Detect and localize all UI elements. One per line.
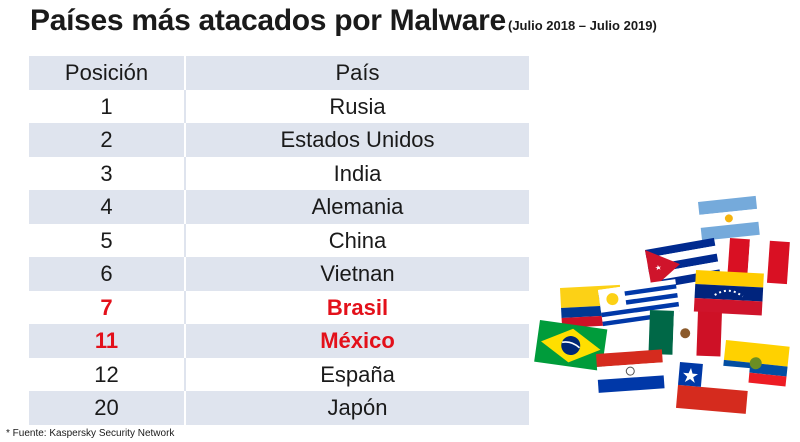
brazil-flag [534,320,608,372]
table-row: 6 Vietnan [29,257,529,291]
ranking-table: Posición País 1 Rusia 2 Estados Unidos 3… [29,56,529,425]
argentina-flag [698,195,760,241]
position-cell: 3 [29,156,186,190]
date-range-subtitle: (Julio 2018 – Julio 2019) [508,18,657,33]
table-row: 2 Estados Unidos [29,123,529,157]
table-row-highlighted: 7 Brasil [29,290,529,324]
paraguay-flag [596,349,665,393]
venezuela-flag [693,270,764,316]
position-cell: 2 [29,123,186,157]
mexico-flag [648,310,722,357]
country-cell: Japón [327,395,388,420]
country-cell: Rusia [329,93,386,119]
table-row-highlighted: 11 México [29,324,529,358]
country-cell: India [333,160,382,186]
country-cell: México [320,328,395,353]
column-header-position: Posición [29,56,186,90]
position-cell: 1 [29,89,186,123]
table-row: 3 India [29,156,529,190]
position-cell: 5 [29,223,186,257]
country-cell: Vietnan [320,261,395,286]
position-cell: 11 [29,324,186,358]
position-cell: 20 [29,391,186,425]
country-cell: Alemania [311,194,404,219]
country-cell: España [320,361,395,387]
table-row: 12 España [29,357,529,391]
position-cell: 7 [29,290,186,324]
column-header-country: País [335,60,380,85]
position-cell: 6 [29,257,186,291]
peru-flag [727,237,790,285]
table-row: 20 Japón [29,391,529,425]
country-cell: Brasil [326,294,389,320]
table-row: 5 China [29,223,529,257]
source-footnote: * Fuente: Kaspersky Security Network [6,428,175,439]
country-cell: China [328,227,387,253]
table-row: 4 Alemania [29,190,529,224]
position-cell: 12 [29,357,186,391]
country-cell: Estados Unidos [280,127,435,152]
latin-american-flags-illustration [534,195,790,414]
table-row: 1 Rusia [29,89,529,123]
chile-flag [675,362,750,414]
page-title: Países más atacados por Malware [30,4,506,37]
position-cell: 4 [29,190,186,224]
table-header-row: Posición País [29,56,529,90]
